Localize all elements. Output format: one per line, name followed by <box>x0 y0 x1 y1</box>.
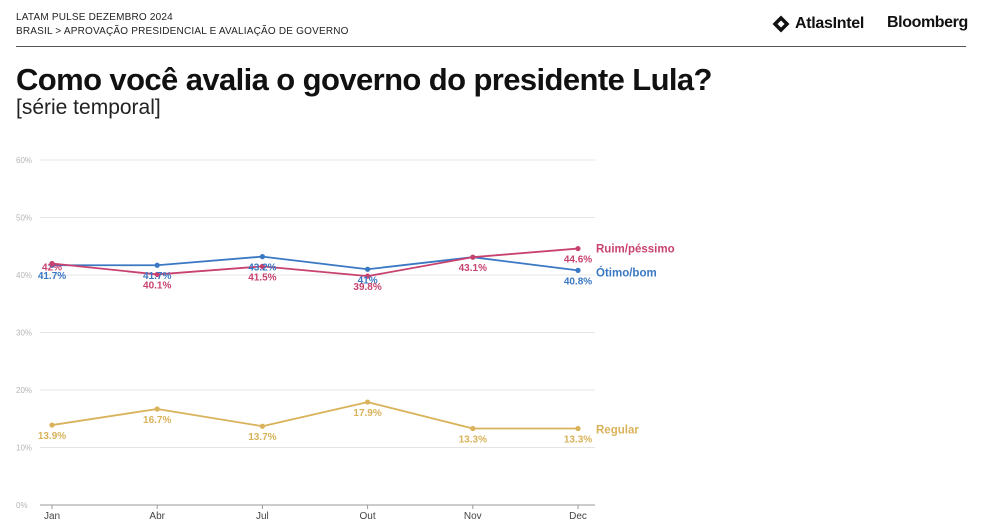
survey-name: LATAM PULSE DEZEMBRO 2024 <box>16 12 173 23</box>
series-name-ruim: Ruim/péssimo <box>596 244 675 256</box>
header-bar: LATAM PULSE DEZEMBRO 2024 BRASIL > APROV… <box>16 10 968 46</box>
header-divider <box>16 46 966 47</box>
y-tick-label: 0% <box>16 501 28 510</box>
x-tick-label: Nov <box>464 511 482 520</box>
data-label-regular: 13.3% <box>459 435 487 446</box>
chart-title: Como você avalia o governo do presidente… <box>16 62 712 97</box>
data-label-ruim: 44.6% <box>564 255 592 266</box>
data-label-regular: 17.9% <box>353 408 381 419</box>
y-tick-label: 50% <box>16 214 32 223</box>
y-tick-label: 60% <box>16 156 32 165</box>
data-label-otimo: 40.8% <box>564 276 592 287</box>
data-label-ruim: 42% <box>42 263 62 274</box>
x-tick-label: Dec <box>569 511 587 520</box>
x-tick-label: Jul <box>256 511 269 520</box>
data-label-ruim: 41.5% <box>248 272 276 283</box>
data-point-regular <box>49 422 55 428</box>
data-label-otimo: 41.7% <box>143 271 171 282</box>
data-label-otimo: 41.7% <box>38 271 66 282</box>
data-point-otimo <box>575 267 581 273</box>
x-tick-label: Jan <box>44 511 60 520</box>
x-tick-label: Abr <box>149 511 165 520</box>
x-tick-label: Out <box>360 511 376 520</box>
bloomberg-logo: Bloomberg <box>887 14 968 31</box>
data-label-regular: 13.3% <box>564 435 592 446</box>
data-point-ruim <box>470 254 476 260</box>
data-point-ruim <box>575 245 581 252</box>
data-point-otimo <box>365 266 371 272</box>
data-point-regular <box>365 399 371 405</box>
data-label-regular: 13.9% <box>38 431 66 442</box>
series-name-otimo: Ótimo/bom <box>596 266 657 279</box>
series-name-regular: Regular <box>596 425 639 437</box>
data-point-otimo <box>259 254 265 260</box>
data-label-otimo: 41% <box>358 275 378 286</box>
data-label-regular: 16.7% <box>143 415 171 426</box>
data-point-regular <box>259 423 265 429</box>
series-line-otimo <box>52 255 579 272</box>
data-point-regular <box>470 425 476 432</box>
atlasintel-logo-text: AtlasIntel <box>795 15 865 32</box>
chart-subtitle: [série temporal] <box>16 96 161 119</box>
data-point-ruim <box>365 273 371 279</box>
data-point-regular <box>154 406 160 412</box>
series-line-regular <box>51 401 578 430</box>
atlasintel-logo-icon <box>772 15 790 33</box>
data-point-ruim <box>154 271 160 278</box>
series-line-ruim <box>51 247 579 278</box>
data-label-ruim: 39.8% <box>353 282 381 293</box>
data-point-ruim <box>259 263 265 269</box>
atlasintel-logo: AtlasIntel <box>772 14 864 34</box>
data-label-ruim: 43.1% <box>459 263 487 274</box>
data-point-ruim <box>49 260 55 267</box>
data-point-regular <box>575 425 581 432</box>
data-label-ruim: 40.1% <box>143 280 171 291</box>
y-tick-label: 30% <box>16 329 32 338</box>
data-label-otimo: 43.2% <box>248 263 276 274</box>
y-tick-label: 20% <box>16 386 32 395</box>
data-point-otimo <box>154 262 160 268</box>
y-tick-label: 40% <box>16 271 32 280</box>
y-tick-label: 10% <box>16 444 32 453</box>
data-label-regular: 13.7% <box>248 432 276 443</box>
breadcrumb: BRASIL > APROVAÇÃO PRESIDENCIAL E AVALIA… <box>16 26 349 37</box>
